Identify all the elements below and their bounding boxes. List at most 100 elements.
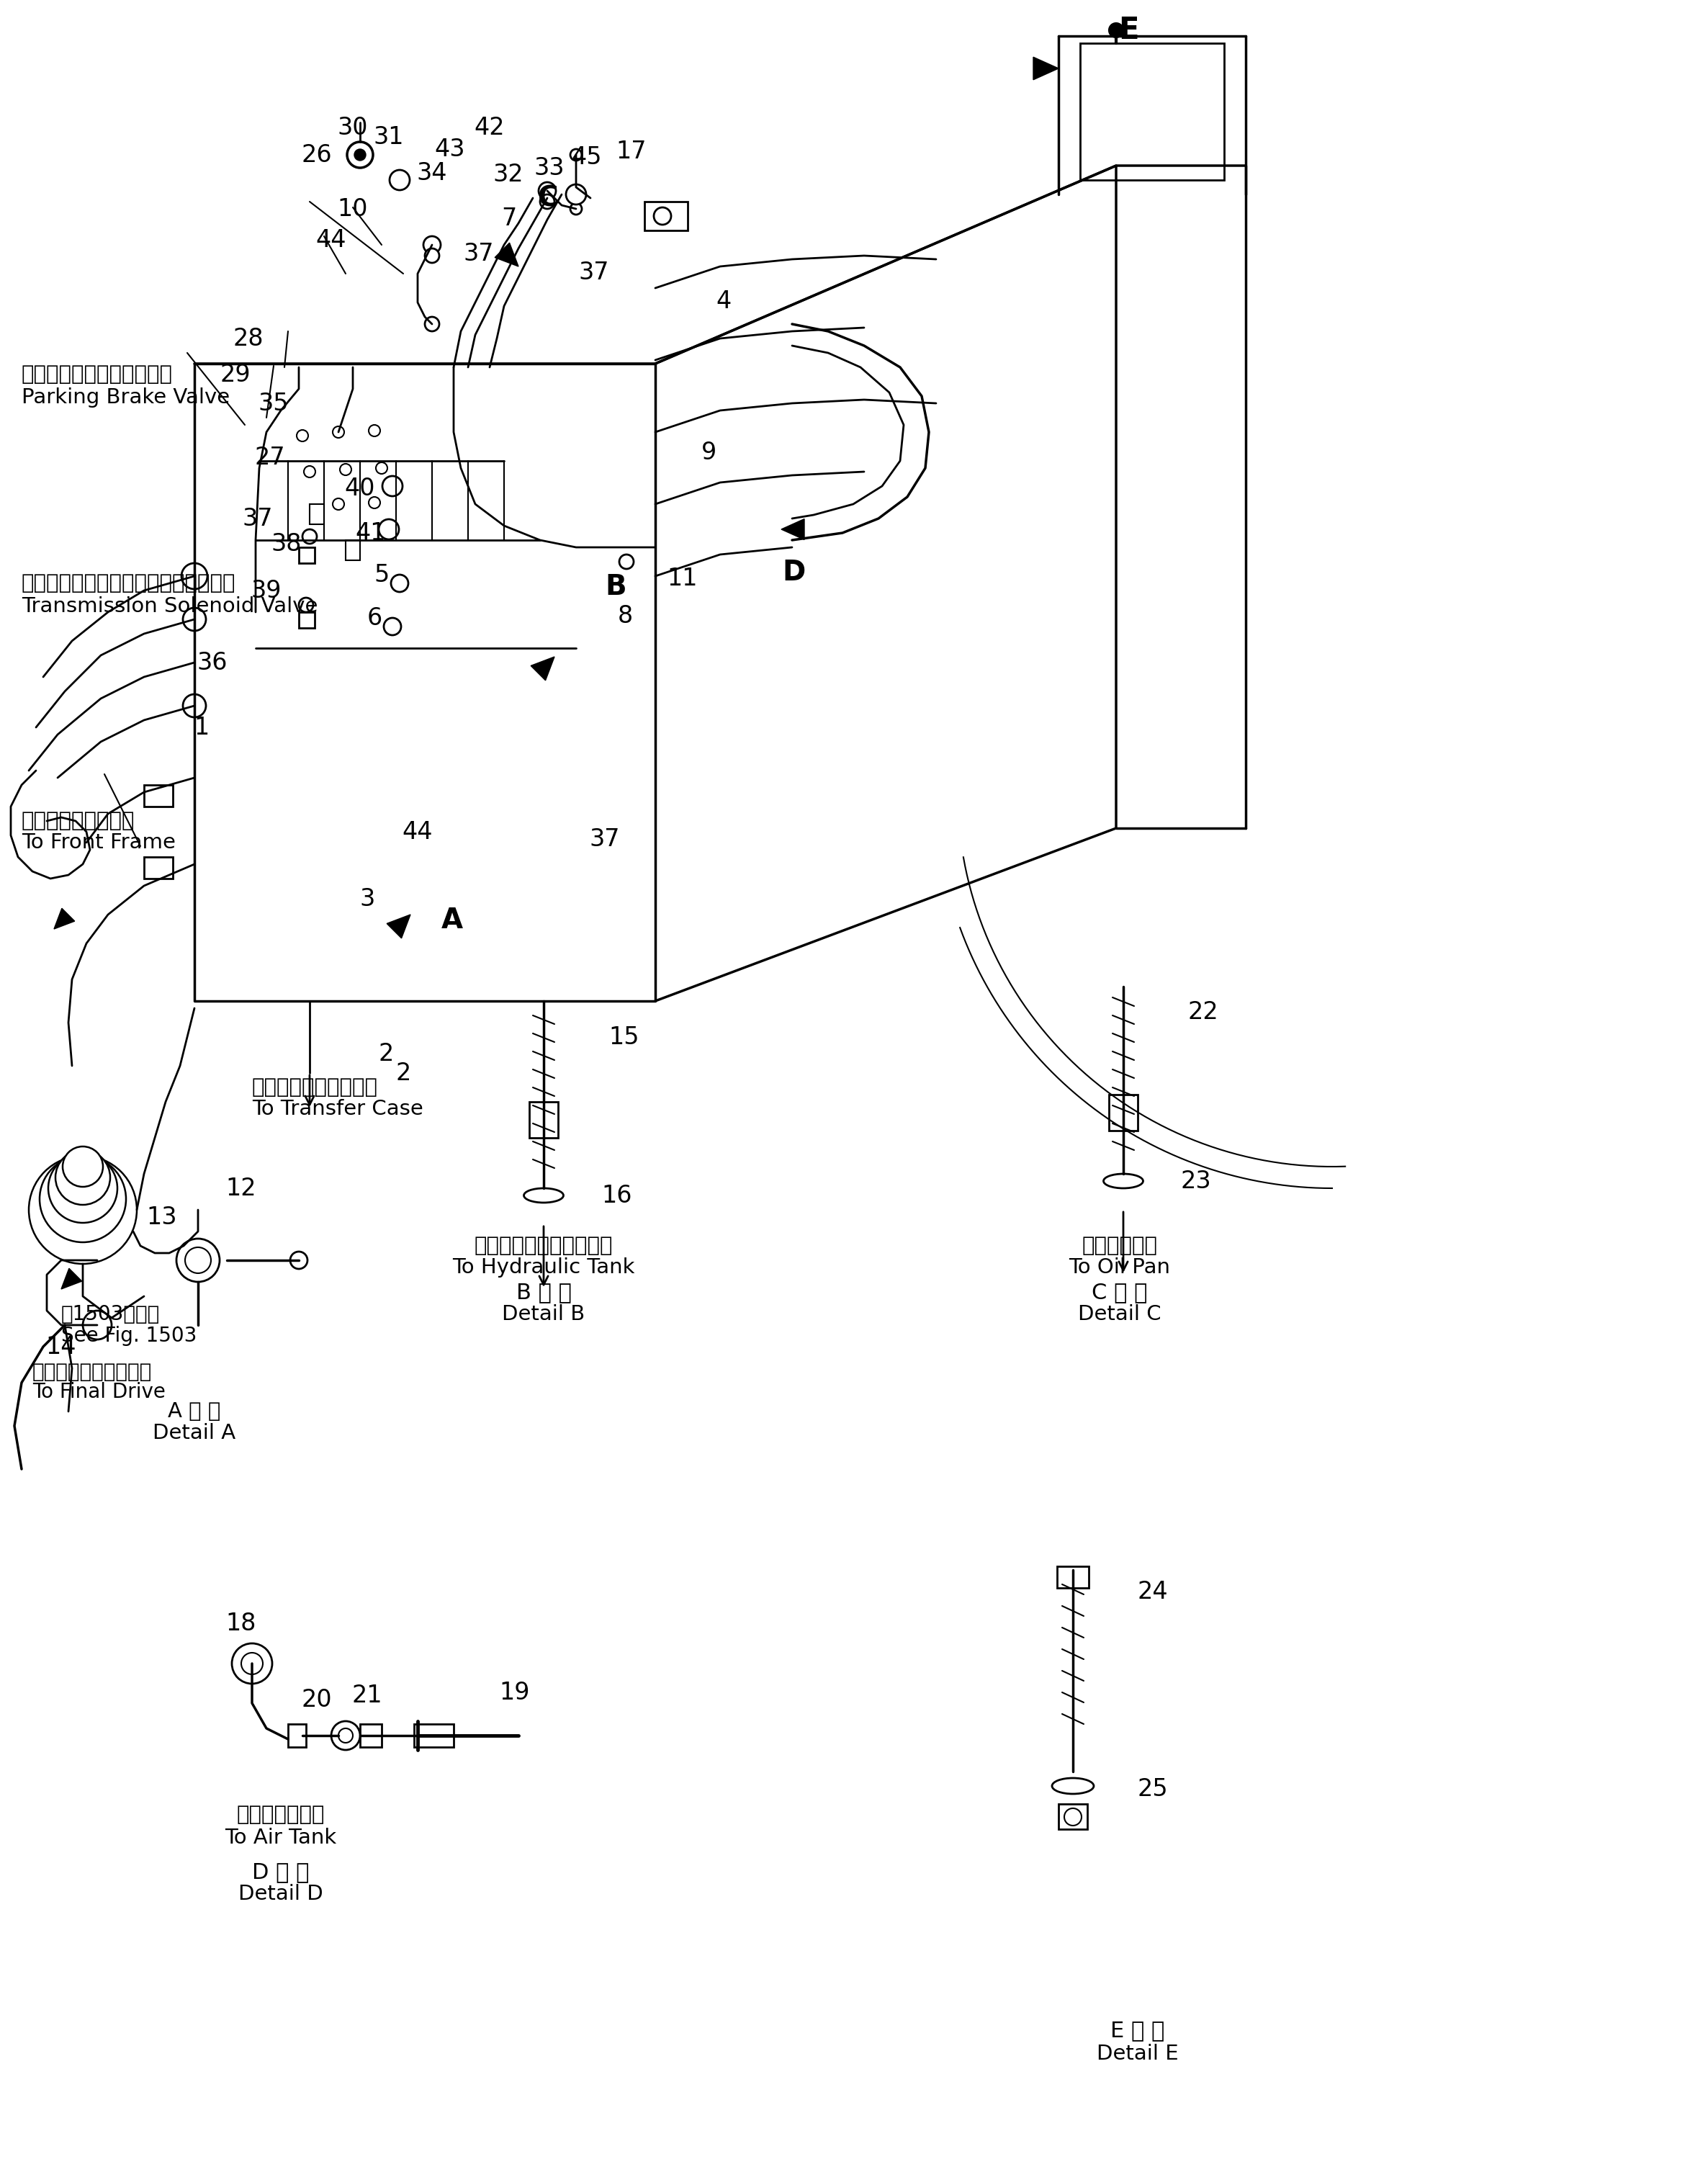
Text: To Hydraulic Tank: To Hydraulic Tank — [453, 1257, 635, 1278]
Polygon shape — [495, 242, 519, 266]
Circle shape — [297, 430, 307, 440]
Text: 41: 41 — [355, 520, 386, 544]
Text: トランスファケースへ: トランスファケースへ — [253, 1077, 377, 1097]
Circle shape — [369, 425, 381, 436]
Bar — [289, 1725, 306, 1747]
Bar — [299, 548, 314, 563]
Text: パーキングブレーキバルブ: パーキングブレーキバルブ — [22, 365, 173, 384]
Text: 43: 43 — [436, 138, 465, 162]
Text: 33: 33 — [535, 155, 565, 179]
Polygon shape — [781, 518, 804, 540]
Text: Detail D: Detail D — [239, 1885, 323, 1904]
Text: Detail C: Detail C — [1078, 1304, 1161, 1323]
Text: 5: 5 — [374, 563, 389, 587]
Bar — [1059, 1805, 1088, 1829]
Circle shape — [384, 617, 401, 635]
Circle shape — [425, 248, 439, 263]
Text: 38: 38 — [272, 531, 302, 555]
Text: 4: 4 — [716, 289, 731, 313]
Text: 23: 23 — [1180, 1170, 1211, 1194]
Circle shape — [304, 466, 316, 477]
Circle shape — [347, 142, 372, 168]
Circle shape — [379, 518, 400, 540]
Text: To Front Frame: To Front Frame — [22, 833, 176, 853]
Text: 10: 10 — [338, 196, 369, 220]
Circle shape — [232, 1643, 272, 1684]
Text: E: E — [1119, 15, 1139, 45]
Circle shape — [338, 1729, 354, 1742]
Text: C 詳 細: C 詳 細 — [1091, 1282, 1148, 1304]
Bar — [1108, 1095, 1138, 1131]
Text: 7: 7 — [502, 207, 518, 231]
Text: 27: 27 — [254, 445, 285, 469]
Circle shape — [1064, 1809, 1081, 1827]
Circle shape — [565, 184, 586, 205]
Text: A: A — [441, 907, 463, 935]
Circle shape — [570, 149, 582, 160]
Text: Transmission Solenoid Valve: Transmission Solenoid Valve — [22, 596, 318, 617]
Text: 22: 22 — [1189, 1000, 1220, 1023]
Text: 18: 18 — [225, 1613, 256, 1637]
Text: 42: 42 — [475, 117, 506, 140]
Text: Detail E: Detail E — [1097, 2045, 1179, 2064]
Text: E 詳 細: E 詳 細 — [1110, 2021, 1165, 2040]
Bar — [299, 613, 314, 628]
Text: 45: 45 — [572, 145, 603, 168]
Circle shape — [538, 181, 555, 199]
Circle shape — [181, 563, 207, 589]
Text: 30: 30 — [338, 117, 369, 140]
Circle shape — [331, 1721, 360, 1751]
Text: To Oil Pan: To Oil Pan — [1069, 1257, 1170, 1278]
Circle shape — [48, 1153, 118, 1222]
Text: 29: 29 — [220, 363, 251, 386]
Text: 6: 6 — [367, 607, 383, 630]
Text: 28: 28 — [232, 326, 263, 350]
Circle shape — [55, 1151, 111, 1205]
Bar — [143, 786, 173, 807]
Circle shape — [425, 317, 439, 330]
Circle shape — [176, 1239, 220, 1282]
Text: B: B — [605, 574, 627, 600]
Text: 20: 20 — [302, 1688, 331, 1712]
Text: ハイドロリックタンクへ: ハイドロリックタンクへ — [475, 1235, 613, 1257]
Text: 35: 35 — [258, 391, 289, 415]
Text: 31: 31 — [374, 125, 405, 149]
Text: See Fig. 1503: See Fig. 1503 — [61, 1326, 196, 1345]
Circle shape — [654, 207, 671, 225]
Circle shape — [333, 425, 345, 438]
Bar — [1057, 1565, 1088, 1587]
Text: 2: 2 — [377, 1041, 393, 1064]
Circle shape — [29, 1155, 137, 1263]
Text: B 詳 細: B 詳 細 — [516, 1282, 572, 1304]
Bar — [413, 1725, 454, 1747]
Polygon shape — [531, 656, 555, 680]
Text: 37: 37 — [463, 242, 494, 266]
Text: C: C — [536, 184, 557, 212]
Text: ファイナルドライブへ: ファイナルドライブへ — [32, 1362, 152, 1382]
Circle shape — [391, 574, 408, 592]
Text: 37: 37 — [579, 261, 610, 285]
Text: 第1503図参照: 第1503図参照 — [61, 1304, 161, 1323]
Text: 14: 14 — [46, 1334, 77, 1358]
Circle shape — [570, 203, 582, 214]
Text: 15: 15 — [608, 1026, 639, 1049]
Text: 37: 37 — [589, 827, 620, 851]
Bar — [309, 503, 325, 525]
Bar — [360, 1725, 381, 1747]
Text: 16: 16 — [601, 1183, 632, 1207]
Circle shape — [302, 529, 316, 544]
Circle shape — [183, 695, 207, 717]
Text: 19: 19 — [499, 1680, 529, 1703]
Circle shape — [241, 1654, 263, 1675]
Text: 1: 1 — [195, 715, 210, 738]
Bar — [529, 1101, 559, 1138]
Text: 24: 24 — [1138, 1580, 1168, 1604]
Text: To Transfer Case: To Transfer Case — [253, 1099, 424, 1118]
Circle shape — [39, 1155, 126, 1241]
Text: フロントフレームへ: フロントフレームへ — [22, 812, 135, 831]
Text: 2: 2 — [396, 1060, 412, 1086]
Text: エアータンクへ: エアータンクへ — [237, 1805, 325, 1824]
Text: A 詳 細: A 詳 細 — [167, 1401, 220, 1421]
Text: D: D — [782, 559, 806, 587]
Circle shape — [333, 499, 345, 510]
